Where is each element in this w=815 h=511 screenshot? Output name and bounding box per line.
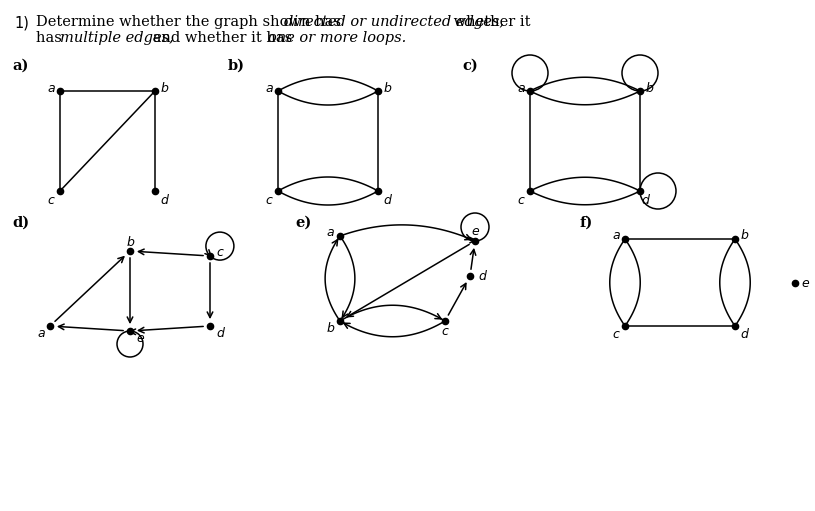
Text: e): e) — [295, 216, 311, 230]
Text: b: b — [740, 228, 748, 242]
Text: b: b — [160, 81, 168, 95]
Text: a: a — [612, 228, 620, 242]
Text: d: d — [160, 194, 168, 206]
Text: c: c — [442, 324, 448, 337]
Text: a: a — [37, 327, 45, 339]
Text: b: b — [126, 236, 134, 248]
Text: e: e — [471, 224, 479, 238]
Text: Determine whether the graph shown has: Determine whether the graph shown has — [36, 15, 346, 29]
Text: b: b — [645, 81, 653, 95]
Text: c: c — [47, 194, 55, 206]
Text: a: a — [326, 225, 334, 239]
Text: a: a — [518, 81, 525, 95]
Text: a: a — [47, 81, 55, 95]
Text: f): f) — [580, 216, 593, 230]
Text: b): b) — [228, 59, 245, 73]
Text: e: e — [801, 276, 808, 290]
Text: c: c — [613, 328, 619, 340]
Text: b: b — [383, 81, 391, 95]
Text: c): c) — [462, 59, 478, 73]
Text: one or more loops.: one or more loops. — [268, 31, 406, 45]
Text: 1): 1) — [14, 15, 29, 30]
Text: a: a — [265, 81, 273, 95]
Text: has: has — [36, 31, 67, 45]
Text: d: d — [383, 194, 391, 206]
Text: d: d — [216, 327, 224, 339]
Text: d: d — [641, 194, 649, 206]
Text: c: c — [518, 194, 524, 206]
Text: a): a) — [12, 59, 29, 73]
Text: d: d — [740, 328, 748, 340]
Text: c: c — [217, 245, 223, 259]
Text: whether it: whether it — [449, 15, 531, 29]
Text: d): d) — [12, 216, 29, 230]
Text: b: b — [326, 321, 334, 335]
Text: e: e — [136, 332, 144, 344]
Text: d: d — [478, 269, 486, 283]
Text: and whether it has: and whether it has — [148, 31, 297, 45]
Text: c: c — [266, 194, 272, 206]
Text: multiple edges,: multiple edges, — [60, 31, 174, 45]
Text: directed or undirected edges,: directed or undirected edges, — [284, 15, 504, 29]
